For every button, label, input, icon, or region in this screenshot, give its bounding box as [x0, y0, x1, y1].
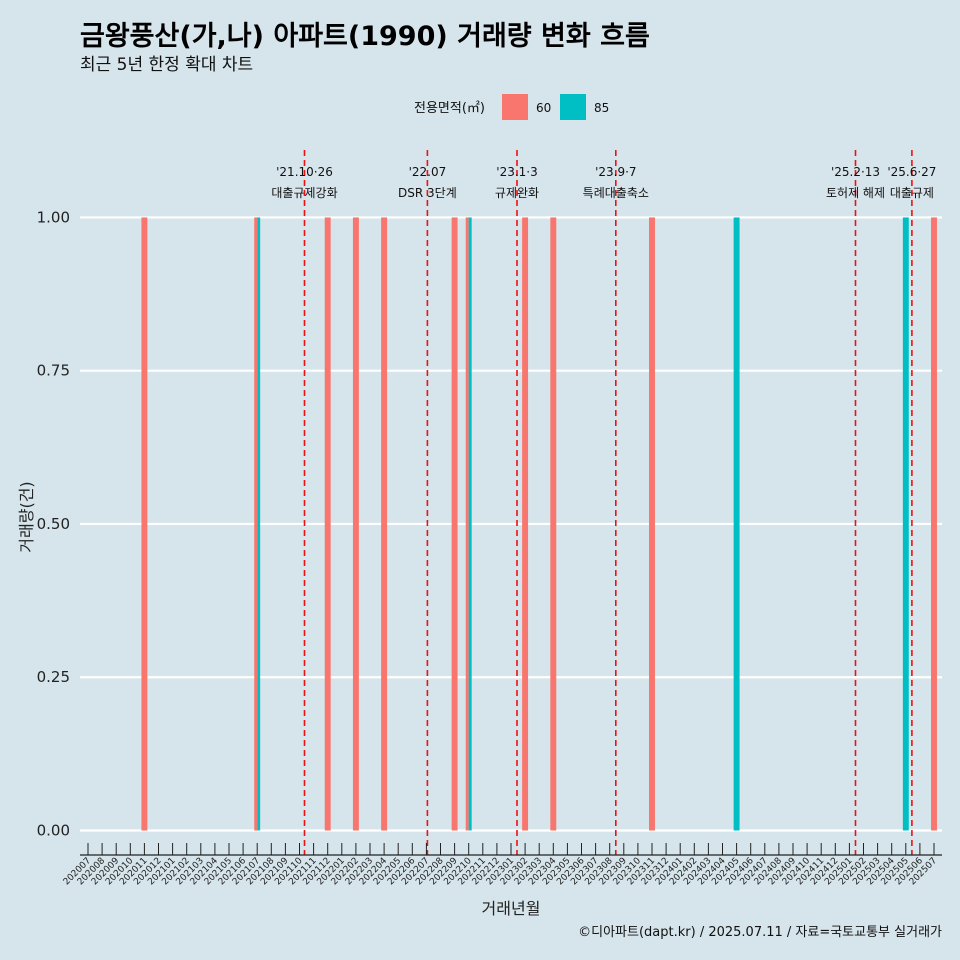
bar-60-202311	[649, 217, 655, 831]
bar-85-202405	[733, 217, 740, 831]
event-annotations: '21.10·26 대출규제강화 '22.07 DSR 3단계 '23.1·3 규제완화 '…	[271, 150, 936, 855]
legend-swatch-85	[560, 94, 586, 120]
legend-swatch-60	[502, 94, 528, 120]
bar-60-202507	[931, 217, 937, 831]
y-tick-label: 1.00	[37, 208, 70, 226]
bar-60-202209	[451, 217, 458, 831]
bars	[141, 217, 937, 831]
y-tick-label: 0.25	[37, 668, 70, 686]
y-axis: 0.00 0.25 0.50 0.75 1.00	[37, 208, 70, 839]
legend-label-60: 60	[536, 101, 551, 115]
legend: 전용면적(㎡) 60 85	[414, 94, 609, 120]
chart-subtitle: 최근 5년 한정 확대 차트	[80, 55, 253, 75]
y-tick-label: 0.00	[37, 821, 70, 839]
event-date-202506: '25.6·27	[887, 165, 936, 179]
bar-60-202112	[324, 217, 331, 831]
event-date-202110: '21.10·26	[276, 165, 333, 179]
bar-85-202505	[902, 217, 909, 831]
bar-60-202202	[352, 217, 359, 831]
event-date-202207: '22.07	[409, 165, 447, 179]
x-axis: 2020072020082020092020102020112020122021…	[62, 843, 942, 887]
y-tick-label: 0.50	[37, 515, 70, 533]
chart-title: 금왕풍산(가,나) 아파트(1990) 거래량 변화 흐름	[80, 21, 650, 52]
bar-60-202107	[254, 217, 258, 831]
event-date-202309: '23.9·7	[595, 165, 636, 179]
event-date-202301: '23.1·3	[496, 165, 537, 179]
event-label-202502: 토허제 해제	[826, 186, 885, 200]
source-caption: ©디아파트(dapt.kr) / 2025.07.11 / 자료=국토교통부 실…	[578, 925, 942, 940]
bar-85-202107	[257, 217, 261, 831]
event-date-202502: '25.2·13	[831, 165, 880, 179]
bar-85-202210	[468, 217, 472, 831]
event-label-202506: 대출규제	[890, 186, 934, 200]
bar-60-202304	[550, 217, 557, 831]
bar-60-202302	[522, 217, 529, 831]
x-axis-title: 거래년월	[482, 899, 541, 918]
y-axis-title: 거래량(건)	[17, 481, 36, 552]
event-label-202207: DSR 3단계	[398, 186, 457, 200]
bar-60-202011	[141, 217, 148, 831]
legend-label-85: 85	[594, 101, 609, 115]
y-tick-label: 0.75	[37, 362, 70, 380]
event-label-202110: 대출규제강화	[271, 186, 337, 200]
bar-60-202204	[381, 217, 388, 831]
event-label-202309: 특례대출축소	[583, 186, 649, 200]
legend-title: 전용면적(㎡)	[414, 101, 485, 116]
gridlines	[80, 216, 942, 832]
bar-60-202210	[465, 217, 469, 831]
event-label-202301: 규제완화	[495, 186, 539, 200]
